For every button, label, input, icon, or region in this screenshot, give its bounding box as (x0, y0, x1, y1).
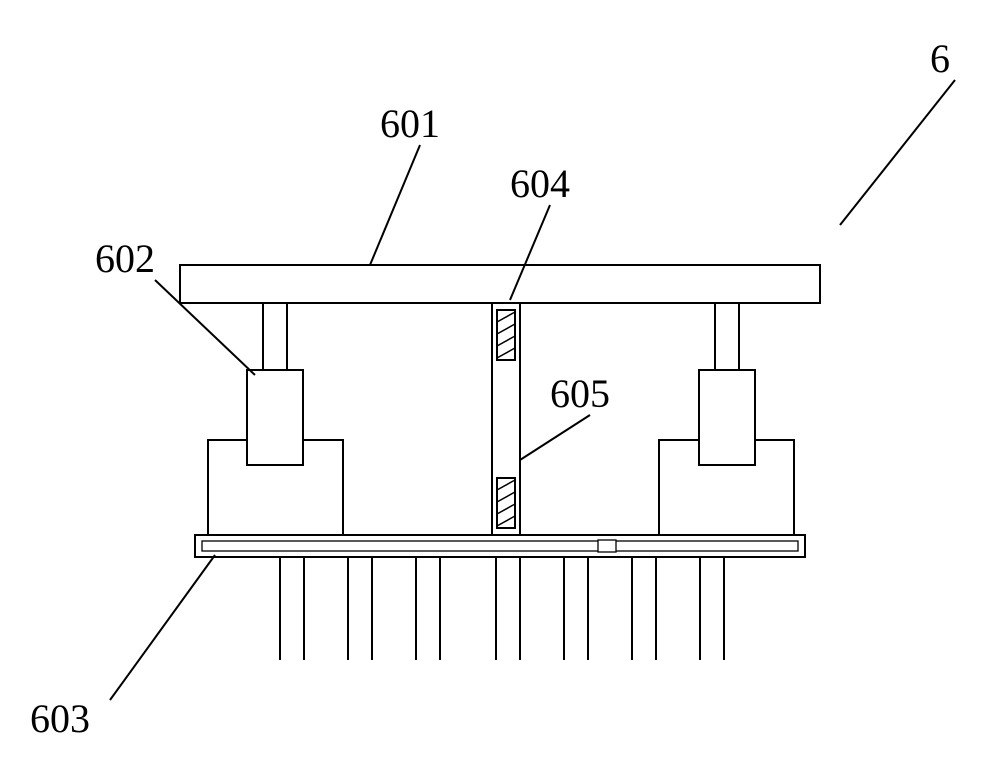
label-piston: 602 (95, 235, 155, 282)
label-screw_shaft: 605 (550, 370, 610, 417)
label-assembly: 6 (930, 35, 950, 82)
label-top_plate: 601 (380, 100, 440, 147)
label-screw: 604 (510, 160, 570, 207)
label-brush: 603 (30, 695, 90, 742)
